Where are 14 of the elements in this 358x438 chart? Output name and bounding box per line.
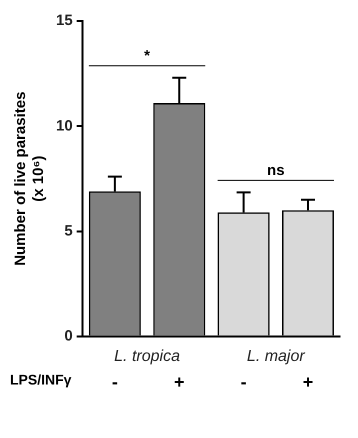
x-tick-label: - (240, 372, 247, 392)
annotation: * (144, 47, 150, 64)
text: L. tropica (114, 348, 180, 365)
y-axis-title: Number of live parasites (x 10⁶) (12, 92, 48, 266)
text: L. major (246, 348, 306, 365)
y-tick-label: 0 (64, 328, 73, 345)
y-tick-label: 15 (56, 12, 73, 30)
text: LPS/INFγ (10, 371, 72, 388)
x-tick-label: - (112, 372, 118, 392)
y-tick-label: 10 (56, 117, 73, 134)
y-tick-label: 5 (64, 222, 73, 240)
annotation: ns (267, 162, 285, 180)
x-tick-label: + (174, 372, 185, 392)
x-tick-label: + (302, 372, 314, 392)
